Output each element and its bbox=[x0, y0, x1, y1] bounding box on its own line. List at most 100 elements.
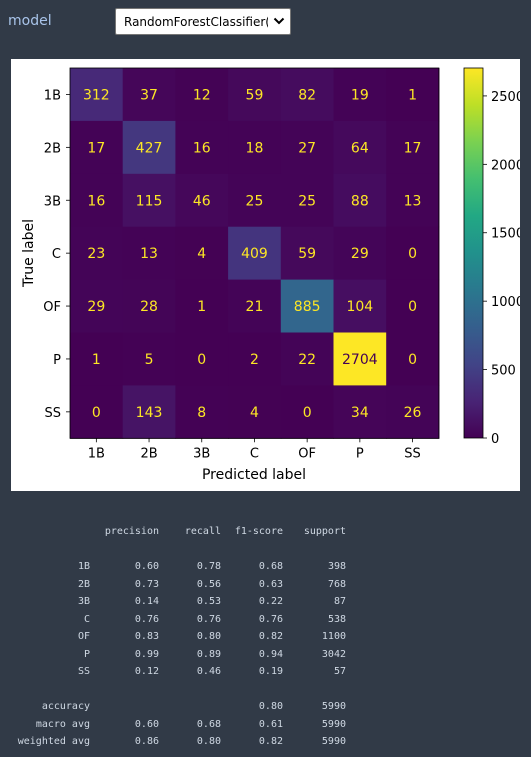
report-cell-support: 768 bbox=[327, 578, 346, 590]
report-cell-label: C bbox=[83, 613, 90, 625]
cell-value-label: 23 bbox=[87, 246, 105, 262]
cell-value-label: 25 bbox=[298, 193, 316, 209]
report-header-recall: recall bbox=[184, 526, 221, 537]
cell-1B-OF bbox=[280, 68, 334, 122]
cell-value-label: 0 bbox=[303, 405, 312, 421]
cell-value-label: 312 bbox=[83, 87, 110, 103]
report-cell-precision: 0.60 bbox=[134, 718, 159, 730]
cell-value-label: 17 bbox=[404, 140, 422, 156]
x-axis-label: Predicted label bbox=[202, 467, 306, 483]
report-cell-label: 1B bbox=[77, 561, 90, 572]
report-row-accuracy: accuracy 0.80 5990 bbox=[0, 698, 531, 716]
cell-value-label: 27 bbox=[298, 140, 316, 156]
report-cell-label: SS bbox=[77, 666, 90, 677]
cell-value-label: 115 bbox=[136, 193, 163, 209]
x-tick-label-OF: OF bbox=[298, 446, 316, 461]
report-cell-f1: 0.82 bbox=[258, 631, 283, 642]
report-cell-support: 5990 bbox=[321, 718, 346, 730]
report-cell-support: 398 bbox=[327, 561, 346, 572]
cell-value-label: 409 bbox=[241, 246, 268, 262]
cell-value-label: 0 bbox=[408, 246, 417, 262]
cell-value-label: 0 bbox=[197, 352, 206, 368]
cell-2B-P bbox=[333, 120, 387, 175]
colorbar bbox=[463, 67, 484, 439]
report-cell-precision: 0.60 bbox=[134, 561, 159, 572]
x-tick-label-SS: SS bbox=[404, 446, 421, 461]
cell-value-label: 5 bbox=[145, 352, 154, 368]
report-cell-recall: 0.78 bbox=[196, 561, 221, 572]
report-row-C: C 0.76 0.76 0.76 538 bbox=[0, 611, 531, 629]
cell-3B-SS bbox=[386, 173, 440, 228]
cell-SS-2B bbox=[122, 385, 176, 439]
report-cell-label: OF bbox=[77, 631, 90, 642]
cell-value-label: 8 bbox=[197, 405, 206, 421]
report-cell-precision: 0.76 bbox=[134, 613, 159, 625]
cell-value-label: 104 bbox=[346, 299, 373, 315]
y-tick-label-1B: 1B bbox=[44, 88, 61, 103]
cell-OF-3B bbox=[175, 279, 229, 333]
cell-value-label: 0 bbox=[408, 299, 417, 315]
report-row-OF: OF 0.83 0.80 0.82 1100 bbox=[0, 628, 531, 646]
report-cell-recall: 0.80 bbox=[196, 631, 221, 642]
report-cell-precision: 0.73 bbox=[134, 578, 159, 590]
report-cell-label: 3B bbox=[77, 596, 90, 607]
cell-1B-2B bbox=[122, 68, 176, 122]
report-header-precision: precision bbox=[104, 526, 159, 537]
colorbar-tick-label: 500 bbox=[491, 364, 516, 379]
cell-value-label: 59 bbox=[298, 246, 316, 262]
report-cell-precision: 0.86 bbox=[134, 736, 159, 747]
report-cell-recall: 0.80 bbox=[196, 736, 221, 747]
y-tick-label-P: P bbox=[53, 353, 61, 368]
report-cell-precision: 0.99 bbox=[134, 648, 159, 660]
cell-value-label: 13 bbox=[140, 246, 158, 262]
y-tick-label-OF: OF bbox=[43, 300, 61, 315]
y-tick-label-SS: SS bbox=[44, 406, 61, 421]
cell-P-P bbox=[333, 332, 387, 386]
cell-2B-OF bbox=[280, 120, 334, 175]
report-cell-f1: 0.80 bbox=[258, 701, 283, 712]
cell-value-label: 28 bbox=[140, 299, 158, 315]
cell-value-label: 1 bbox=[197, 299, 206, 315]
cell-3B-C bbox=[228, 173, 282, 228]
report-cell-label: accuracy bbox=[41, 701, 90, 712]
cell-1B-SS bbox=[386, 68, 440, 122]
report-cell-label: 2B bbox=[77, 578, 90, 590]
cell-value-label: 16 bbox=[193, 140, 211, 156]
x-tick-label-C: C bbox=[250, 446, 259, 461]
report-cell-precision: 0.12 bbox=[134, 666, 159, 677]
cell-OF-SS bbox=[386, 279, 440, 333]
report-cell-recall: 0.56 bbox=[196, 578, 221, 590]
colorbar-tick-label: 1500 bbox=[491, 227, 520, 242]
cell-OF-OF bbox=[280, 279, 334, 333]
cell-SS-OF bbox=[280, 385, 334, 439]
cell-1B-C bbox=[228, 68, 282, 122]
cell-3B-OF bbox=[280, 173, 334, 228]
report-cell-recall: 0.76 bbox=[196, 613, 221, 625]
cell-1B-1B bbox=[70, 68, 124, 122]
cell-value-label: 4 bbox=[197, 246, 206, 262]
y-tick-label-C: C bbox=[52, 247, 61, 262]
report-header-row: precision recall f1-score support bbox=[0, 523, 531, 541]
model-select[interactable]: RandomForestClassifier(r bbox=[115, 8, 291, 35]
cell-C-SS bbox=[386, 226, 440, 281]
cell-SS-C bbox=[228, 385, 282, 439]
cell-OF-C bbox=[228, 279, 282, 333]
x-tick-label-1B: 1B bbox=[88, 446, 105, 461]
report-cell-recall: 0.68 bbox=[196, 718, 221, 730]
cell-value-label: 19 bbox=[351, 87, 369, 103]
cell-value-label: 26 bbox=[404, 405, 422, 421]
report-row-macro-avg: macro avg 0.60 0.68 0.61 5990 bbox=[0, 716, 531, 734]
report-cell-precision: 0.83 bbox=[134, 631, 159, 642]
report-cell-support: 3042 bbox=[321, 648, 346, 660]
cell-value-label: 0 bbox=[92, 405, 101, 421]
cell-SS-P bbox=[333, 385, 387, 439]
cell-3B-P bbox=[333, 173, 387, 228]
report-cell-recall: 0.46 bbox=[196, 666, 221, 677]
confusion-matrix-card: 312 37 12 59 82 19 1 17 427 16 18 27 64 17 16 115 46 25 25… bbox=[11, 59, 520, 491]
report-header-f1: f1-score bbox=[234, 526, 283, 537]
report-cell-f1: 0.94 bbox=[258, 648, 283, 660]
cell-P-1B bbox=[70, 332, 124, 386]
y-axis-label: True label bbox=[21, 219, 37, 288]
cell-3B-2B bbox=[122, 173, 176, 228]
